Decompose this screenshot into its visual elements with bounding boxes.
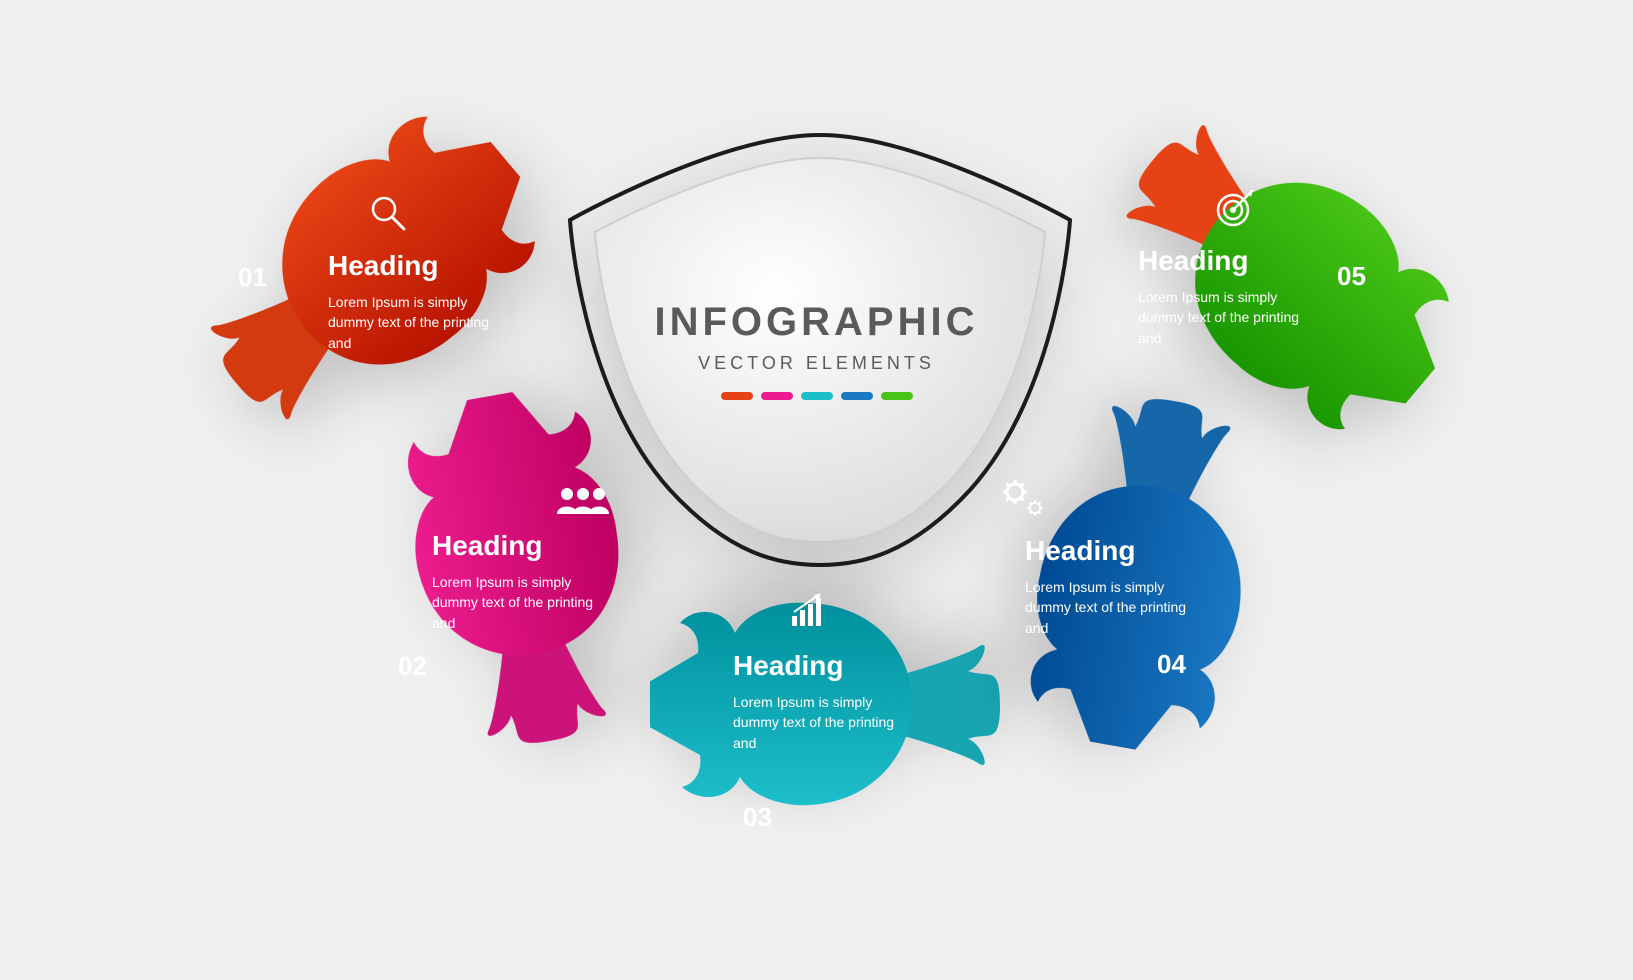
center-color-ticks	[607, 392, 1027, 400]
target-icon	[1215, 190, 1271, 234]
fish-heading: Heading	[432, 530, 612, 562]
fish-heading: Heading	[1025, 535, 1205, 567]
fish-content-01: Heading Lorem Ipsum is simply dummy text …	[328, 250, 508, 353]
fish-body-text: Lorem Ipsum is simply dummy text of the …	[328, 292, 508, 353]
fish-content-03: Heading Lorem Ipsum is simply dummy text …	[733, 650, 913, 753]
infographic-canvas: INFOGRAPHIC VECTOR ELEMENTS Heading Lorem…	[0, 0, 1633, 980]
center-text-block: INFOGRAPHIC VECTOR ELEMENTS	[607, 300, 1027, 400]
fish-body-text: Lorem Ipsum is simply dummy text of the …	[1138, 287, 1318, 348]
fish-number-04: 04	[1157, 649, 1186, 680]
center-subtitle: VECTOR ELEMENTS	[607, 353, 1027, 374]
fish-body-text: Lorem Ipsum is simply dummy text of the …	[432, 572, 612, 633]
fish-heading: Heading	[328, 250, 508, 282]
color-tick	[801, 392, 833, 400]
growth-icon	[790, 590, 846, 634]
color-tick	[881, 392, 913, 400]
fish-content-05: Heading Lorem Ipsum is simply dummy text …	[1138, 245, 1318, 348]
color-tick	[761, 392, 793, 400]
people-icon	[555, 484, 611, 528]
center-title: INFOGRAPHIC	[607, 300, 1027, 345]
fish-body-text: Lorem Ipsum is simply dummy text of the …	[1025, 577, 1205, 638]
fish-number-01: 01	[238, 262, 267, 293]
fish-number-03: 03	[743, 802, 772, 833]
color-tick	[721, 392, 753, 400]
color-tick	[841, 392, 873, 400]
gears-icon	[1003, 480, 1059, 524]
fish-heading: Heading	[1138, 245, 1318, 277]
fish-number-05: 05	[1337, 261, 1366, 292]
fish-heading: Heading	[733, 650, 913, 682]
fish-number-02: 02	[398, 651, 427, 682]
search-icon	[370, 195, 426, 239]
fish-content-04: Heading Lorem Ipsum is simply dummy text …	[1025, 535, 1205, 638]
fish-body-text: Lorem Ipsum is simply dummy text of the …	[733, 692, 913, 753]
fish-content-02: Heading Lorem Ipsum is simply dummy text …	[432, 530, 612, 633]
